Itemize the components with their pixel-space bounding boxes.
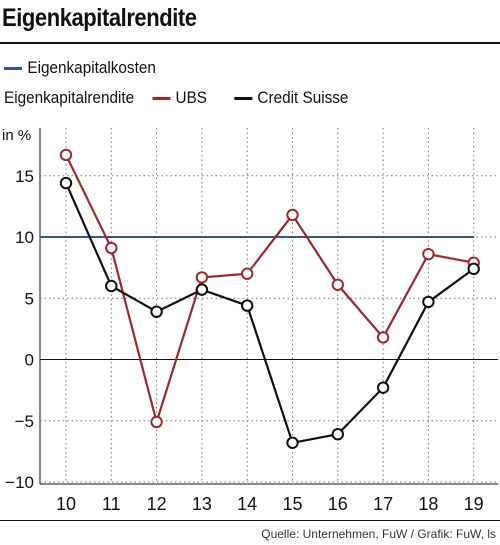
legend-cost-of-equity: Eigenkapitalkosten (4, 58, 156, 78)
footer-divider (0, 520, 500, 521)
x-tick-label: 14 (237, 494, 257, 514)
x-tick-label: 17 (373, 494, 393, 514)
data-point-ubs (376, 331, 390, 344)
legend-series: Eigenkapitalrendite UBS Credit Suisse (4, 88, 348, 108)
x-tick-label: 15 (282, 494, 302, 514)
data-point-ubs (105, 241, 118, 255)
data-point-ubs (286, 208, 299, 222)
y-tick-label: 10 (15, 228, 34, 247)
data-point-ubs (331, 278, 344, 291)
data-point-ubs (195, 271, 209, 284)
legend-label-cost: Eigenkapitalkosten (27, 58, 156, 77)
data-point-credit-suisse (467, 262, 480, 276)
legend-swatch-cost (4, 66, 22, 70)
data-point-credit-suisse (150, 305, 163, 318)
data-point-credit-suisse (286, 436, 299, 449)
data-point-ubs (241, 267, 254, 280)
y-axis-unit-label: in % (2, 127, 31, 144)
y-tick-label: 15 (15, 167, 34, 186)
line-chart: in % 15 10 5 0 −5 −10 10 11 12 13 14 15 16 17 18 19 (2, 127, 498, 514)
legend-item-credit-suisse: Credit Suisse (234, 88, 348, 108)
y-tick-label: −5 (15, 412, 34, 431)
source-note: Quelle: Unternehmen, FuW / Grafik: FuW, … (261, 527, 496, 541)
legend-item-ubs: UBS (152, 88, 207, 108)
data-point-ubs (59, 148, 73, 162)
legend-group-label: Eigenkapitalrendite (4, 88, 135, 107)
data-point-credit-suisse (422, 295, 435, 309)
data-point-credit-suisse (331, 428, 344, 441)
x-tick-label: 10 (56, 494, 76, 514)
x-tick-label: 18 (418, 494, 438, 514)
x-tick-label: 12 (147, 494, 167, 514)
y-tick-label: 0 (25, 351, 34, 370)
x-tick-label: 11 (102, 494, 121, 514)
data-point-credit-suisse (195, 283, 209, 296)
data-point-credit-suisse (376, 381, 390, 394)
series-line-ubs (65, 154, 474, 424)
data-point-credit-suisse (105, 279, 118, 293)
x-tick-label: 13 (192, 494, 212, 514)
legend-swatch-ubs (152, 96, 171, 100)
y-tick-label: −10 (5, 473, 34, 492)
x-tick-label: 19 (464, 494, 484, 514)
legend-label-ubs: UBS (175, 88, 208, 107)
legend-label-credit-suisse: Credit Suisse (257, 88, 349, 107)
y-tick-label: 5 (25, 289, 34, 308)
data-point-credit-suisse (59, 176, 73, 190)
x-tick-label: 16 (328, 494, 348, 514)
legend-swatch-credit-suisse (234, 96, 253, 100)
data-point-credit-suisse (241, 299, 254, 312)
series-line-credit-suisse (64, 182, 475, 444)
chart-title: Eigenkapitalrendite (2, 4, 197, 32)
data-point-ubs (422, 247, 435, 261)
title-divider (0, 42, 500, 44)
data-point-ubs (150, 415, 163, 429)
